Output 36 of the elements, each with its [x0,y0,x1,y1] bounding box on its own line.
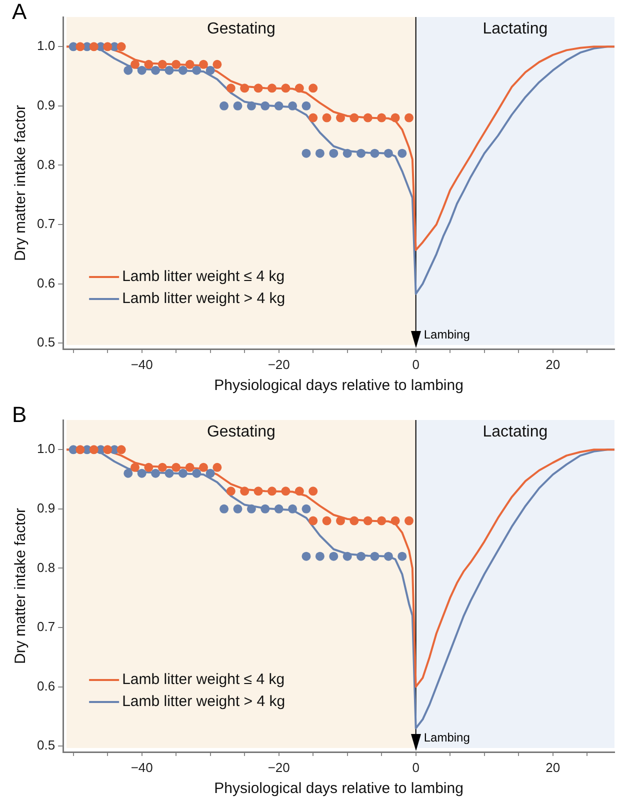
band-label: Lactating [482,423,548,440]
y-tick-label: 0.6 [36,275,56,290]
x-tick-label: −20 [268,760,290,776]
y-tick-label: 0.9 [36,500,56,516]
ref-line-label: Lambing [424,730,470,744]
y-tick-label: 1.0 [36,441,56,456]
x-tick-label: −40 [130,357,153,372]
y-tick-label: 0.8 [36,560,56,575]
x-axis-title: Physiological days relative to lambing [214,780,464,798]
y-tick-label: 0.7 [36,619,56,634]
band-label: Gestating [206,20,276,38]
y-axis-title: Dry matter intake factor [12,508,30,664]
legend-label: Lamb litter weight > 4 kg [122,693,286,710]
x-tick-label: −20 [268,357,290,372]
y-tick-label: 0.9 [36,98,56,113]
band-label: Lactating [482,20,548,38]
band-label: Gestating [206,423,276,440]
y-tick-label: 0.7 [36,216,56,232]
y-tick-label: 0.6 [36,678,56,694]
legend-label: Lamb litter weight ≤ 4 kg [122,671,285,688]
x-tick-label: 0 [412,357,420,372]
y-axis-title: Dry matter intake factor [12,105,30,261]
y-tick-label: 1.0 [36,38,56,54]
chart-title: B [12,402,27,428]
y-tick-label: 0.8 [36,156,56,172]
y-tick-label: 0.5 [36,738,56,753]
x-tick-label: −40 [130,760,153,776]
x-axis-title: Physiological days relative to lambing [214,377,464,394]
y-tick-label: 0.5 [36,334,56,350]
x-tick-label: 20 [546,357,560,372]
legend-label: Lamb litter weight ≤ 4 kg [122,268,285,286]
x-tick-label: 20 [546,760,560,776]
ref-line-label: Lambing [424,327,470,342]
legend-label: Lamb litter weight > 4 kg [122,290,286,308]
chart-title: A [12,0,27,24]
x-tick-label: 0 [412,760,420,776]
